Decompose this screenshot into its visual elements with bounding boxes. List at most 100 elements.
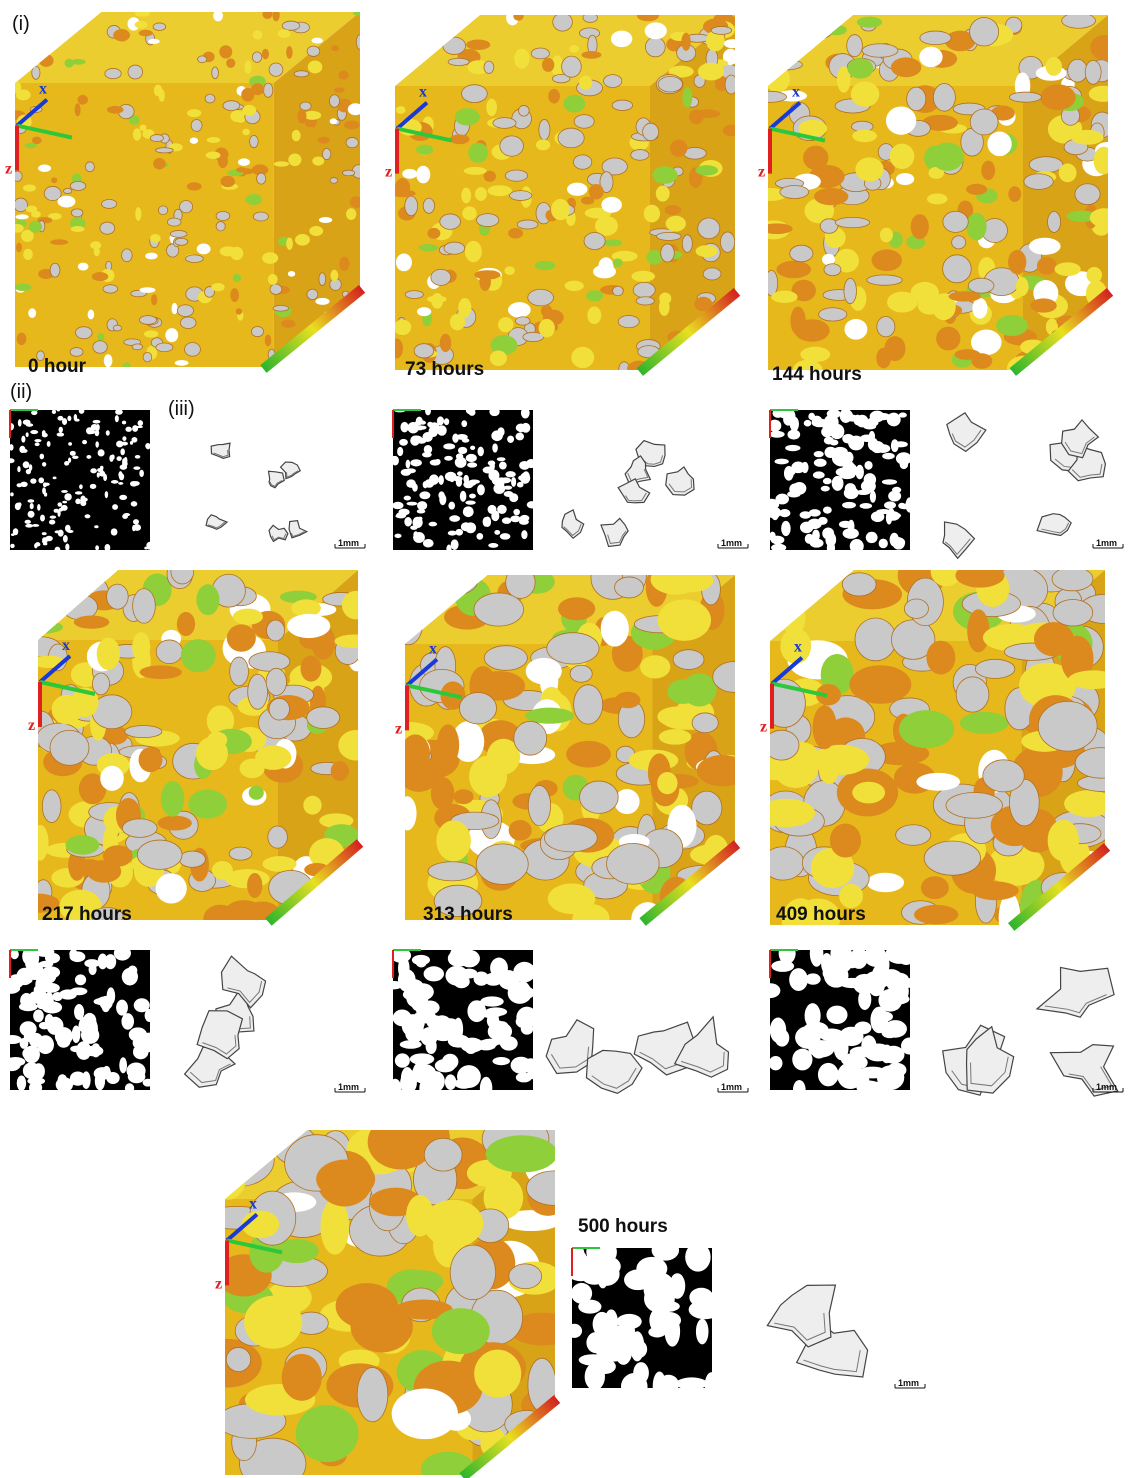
pore: [474, 187, 487, 201]
grain: [74, 974, 87, 986]
pore: [1068, 670, 1105, 690]
grain: [10, 422, 15, 431]
pore: [138, 747, 163, 773]
grain: [826, 1005, 848, 1025]
pore: [317, 136, 330, 144]
pore: [569, 664, 593, 683]
pore: [720, 231, 735, 253]
pore: [244, 60, 252, 74]
particle-edge: [944, 538, 971, 556]
grain: [832, 446, 848, 457]
axis-label: x: [62, 637, 70, 654]
pore: [132, 632, 151, 663]
pore: [538, 318, 555, 338]
pore: [73, 615, 110, 629]
grain: [898, 412, 907, 418]
pore: [312, 156, 325, 166]
grain: [499, 477, 512, 484]
pore: [77, 262, 89, 271]
grain: [78, 1049, 90, 1060]
grain: [99, 470, 106, 477]
pore: [514, 48, 530, 69]
grain: [444, 471, 457, 482]
pore: [23, 184, 36, 192]
pore: [263, 82, 274, 98]
pore: [926, 193, 948, 205]
axis-arrow: [769, 126, 826, 143]
grain: [864, 477, 876, 484]
pore: [15, 170, 23, 182]
pore: [155, 147, 174, 154]
colorbar: [459, 1395, 561, 1478]
pore: [49, 262, 61, 278]
grain: [482, 517, 489, 527]
particle-edge: [269, 479, 283, 487]
pore: [1062, 334, 1096, 349]
pore: [461, 187, 472, 204]
pore: [203, 904, 238, 920]
pore: [1074, 183, 1101, 206]
pore: [612, 258, 623, 268]
pore: [777, 15, 803, 38]
pore: [898, 710, 955, 749]
pore: [768, 65, 790, 93]
pore: [913, 904, 959, 925]
grain: [652, 1371, 667, 1388]
time-label: 217 hours: [42, 904, 132, 925]
pore: [139, 287, 156, 293]
pore: [906, 86, 927, 112]
pore: [582, 15, 598, 23]
pore: [483, 1175, 524, 1220]
particle: [210, 442, 231, 459]
pore: [1059, 913, 1094, 925]
time-label: 313 hours: [423, 904, 513, 925]
grain: [868, 430, 876, 442]
pore: [134, 20, 148, 29]
pore: [132, 128, 142, 141]
pore: [331, 45, 340, 52]
pore: [157, 815, 192, 831]
grain: [43, 539, 49, 542]
grain: [122, 436, 127, 441]
pore: [38, 54, 54, 67]
pore: [157, 205, 169, 216]
pore: [657, 76, 683, 93]
grain: [20, 481, 28, 487]
grain: [469, 493, 476, 499]
grain: [819, 1028, 844, 1042]
pore: [41, 789, 62, 823]
grain: [49, 515, 57, 519]
grain: [10, 1035, 22, 1045]
grain: [572, 1248, 585, 1270]
pore: [1009, 778, 1040, 827]
pore: [655, 185, 670, 202]
pore: [846, 34, 863, 58]
grain: [865, 531, 878, 544]
grain: [479, 1076, 493, 1090]
pore: [630, 149, 650, 161]
pore: [252, 211, 269, 222]
pore: [31, 25, 46, 37]
pore: [515, 316, 531, 326]
pore: [996, 314, 1028, 337]
grain: [79, 484, 83, 490]
grain: [886, 412, 901, 427]
pore: [272, 12, 280, 22]
pore: [467, 60, 490, 75]
pore: [355, 34, 360, 50]
pore: [583, 232, 606, 250]
pore: [643, 204, 661, 223]
pore: [211, 861, 233, 880]
pore: [713, 899, 735, 915]
cube-face: [650, 15, 735, 370]
grain: [489, 410, 500, 417]
particle-edge: [271, 533, 287, 541]
grain: [393, 1078, 402, 1090]
grain: [893, 441, 908, 448]
pore: [768, 42, 794, 66]
pore: [322, 147, 332, 161]
pore: [776, 260, 812, 279]
pore: [483, 170, 496, 182]
pore: [149, 134, 164, 142]
pore: [436, 820, 471, 862]
